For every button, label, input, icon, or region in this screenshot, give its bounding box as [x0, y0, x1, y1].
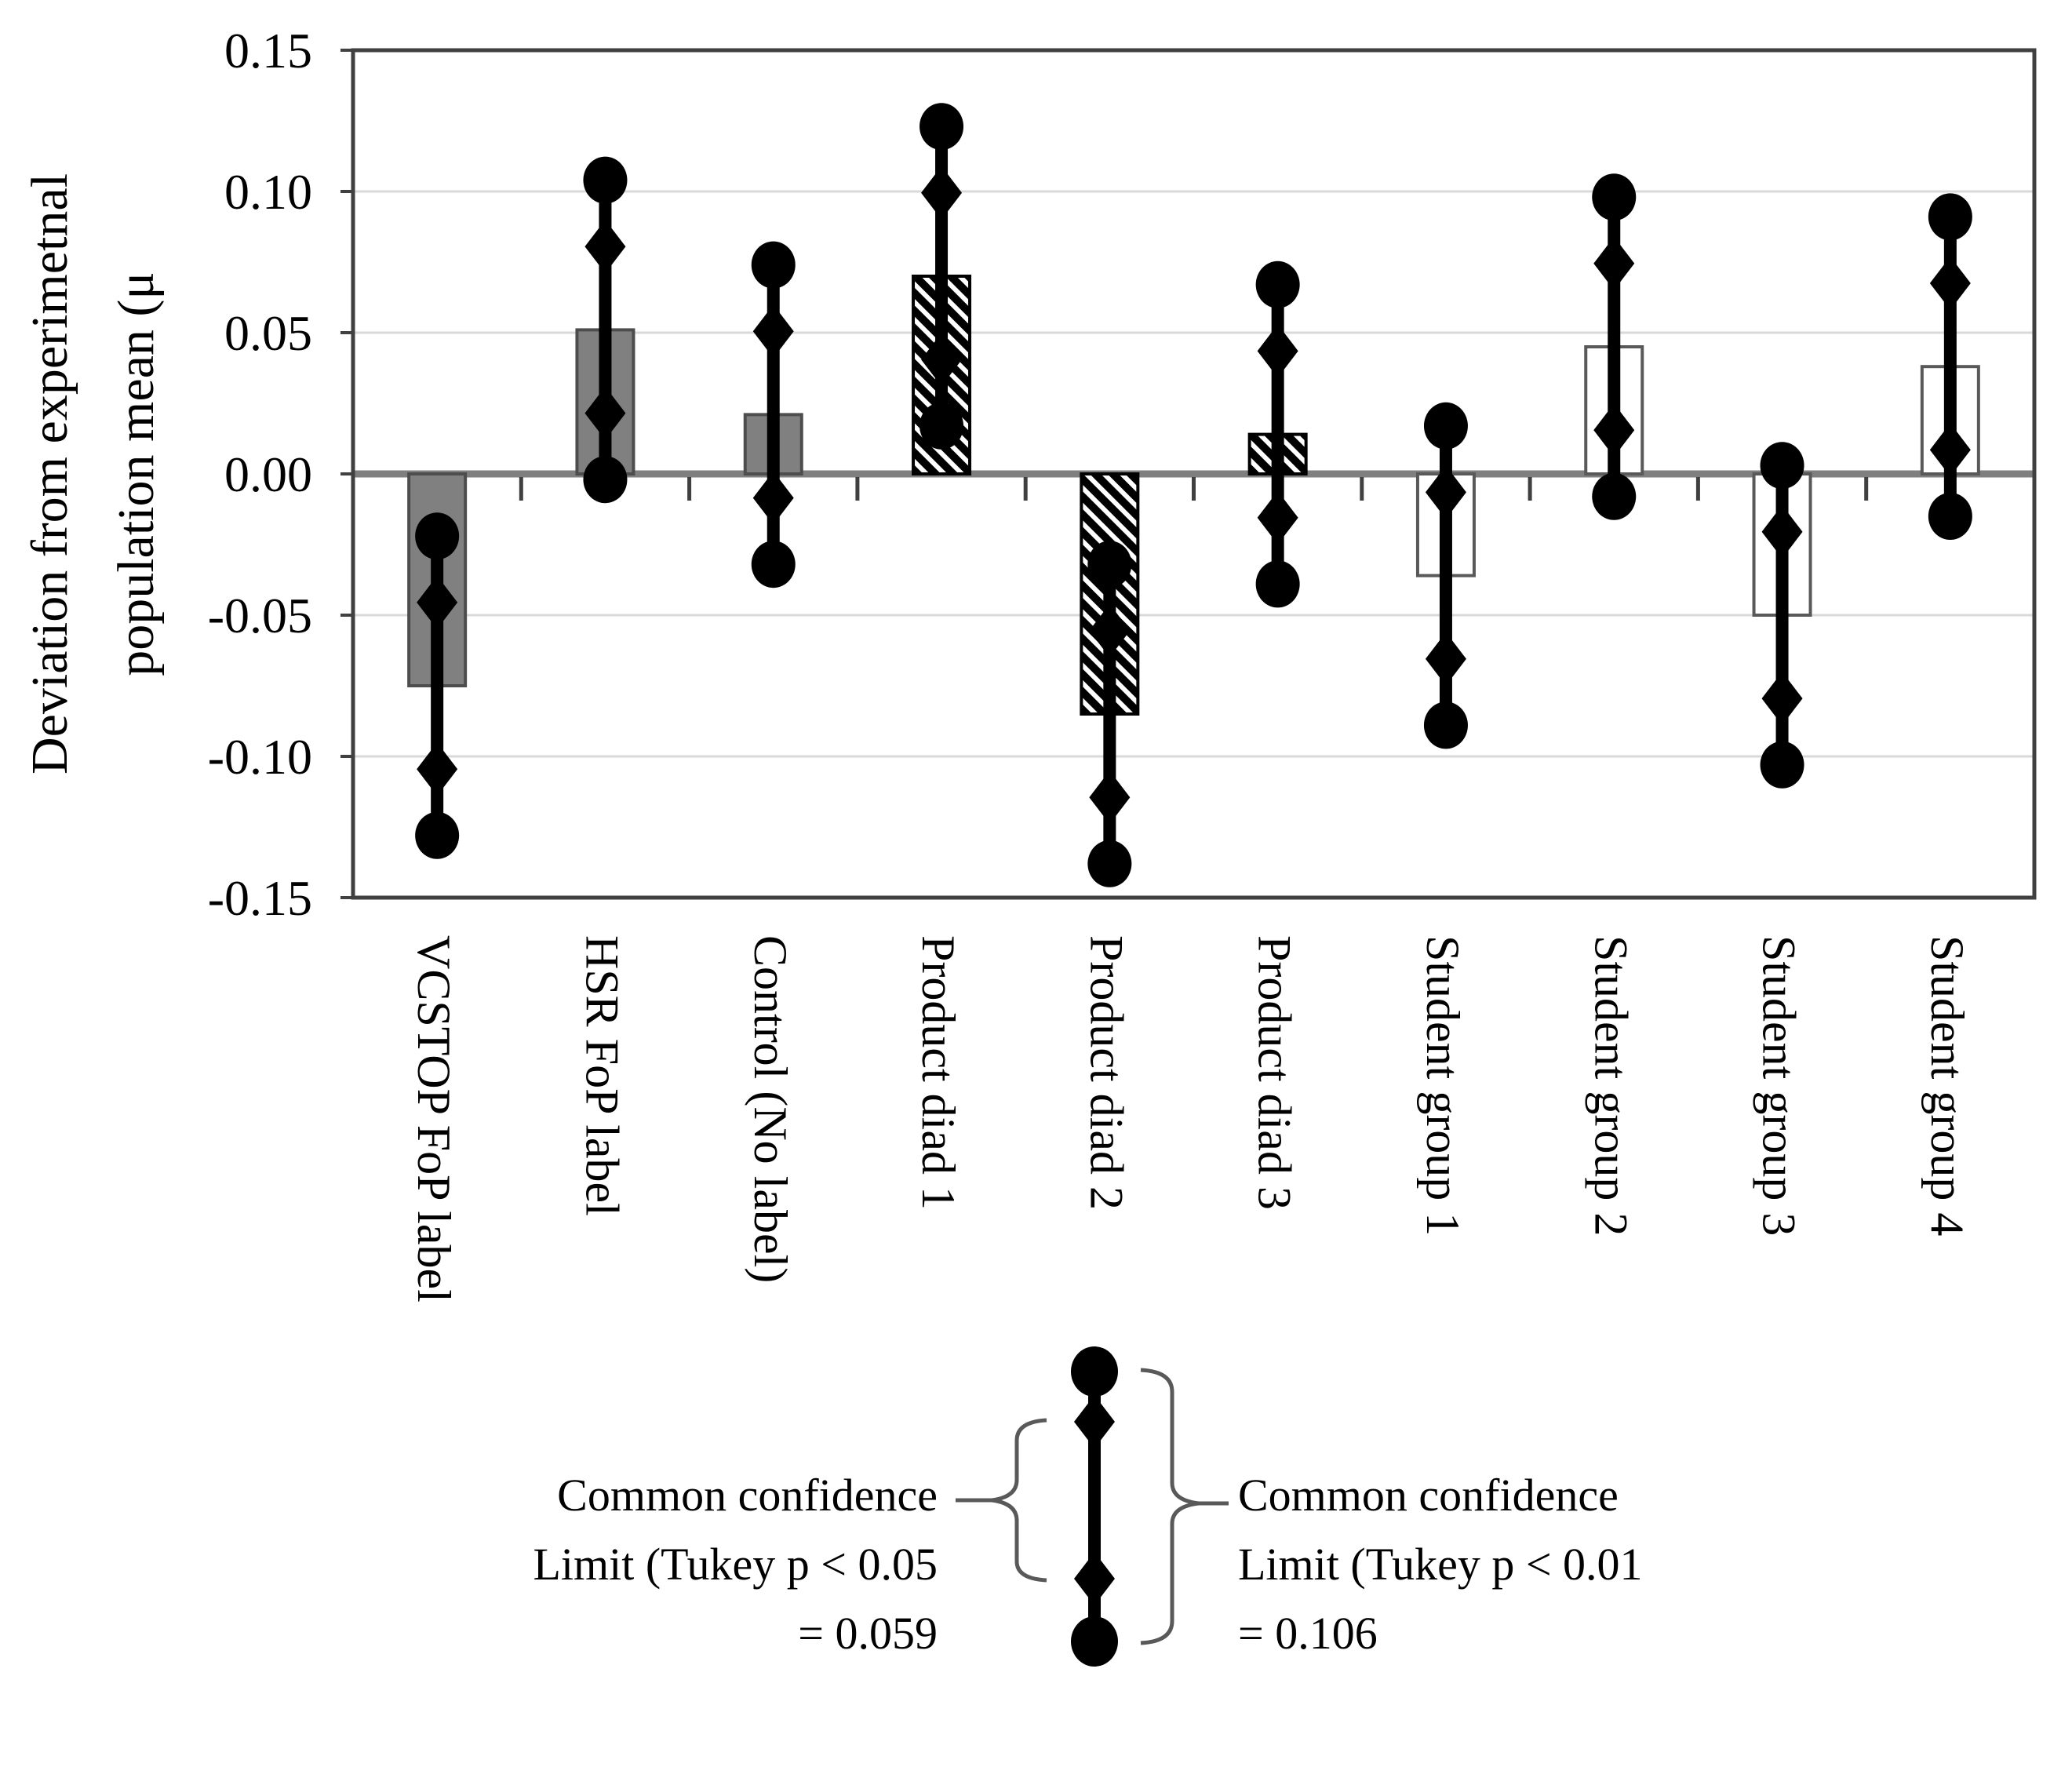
x-axis-label: VCSTOP FoP label [408, 935, 460, 1302]
confidence-diamond-lower [1761, 672, 1803, 726]
confidence-diamond-upper [584, 220, 626, 274]
legend-brace-p01 [1140, 1368, 1200, 1645]
legend-circle-top [1071, 1346, 1118, 1397]
confidence-circle-upper [751, 241, 796, 289]
confidence-circle-upper [583, 156, 628, 204]
error-bar-6 [1255, 260, 1300, 608]
error-bar-10 [1928, 193, 1972, 540]
x-axis-label: Student group 2 [1585, 935, 1637, 1236]
confidence-diamond-upper [921, 166, 963, 220]
legend-right-line-3: = 0.106 [1238, 1608, 1378, 1659]
confidence-circle-upper [1592, 173, 1637, 221]
confidence-circle-upper [1928, 193, 1972, 241]
confidence-circle-lower [1760, 741, 1804, 789]
confidence-circle-upper [1087, 541, 1132, 588]
confidence-diamond-lower [1929, 423, 1971, 477]
confidence-diamond-upper [417, 575, 458, 629]
confidence-circle-lower [1592, 472, 1637, 520]
y-axis-tick-label: 0.10 [224, 164, 312, 220]
y-axis-title-line-1: Deviation from experimetnal [21, 173, 78, 774]
y-axis-tick-label: 0.05 [224, 305, 312, 361]
y-axis-title-line-2: population mean (μ [107, 271, 165, 676]
error-bar-1 [415, 512, 460, 859]
confidence-diamond-lower [921, 333, 963, 387]
confidence-circle-lower [1087, 840, 1132, 887]
confidence-circle-upper [1255, 260, 1300, 308]
confidence-circle-lower [751, 541, 796, 588]
confidence-diamond-upper [752, 304, 794, 359]
legend-symbol [956, 1346, 1229, 1667]
x-axis-label: Product diad 3 [1249, 935, 1301, 1210]
x-axis-label: Student group 3 [1753, 935, 1805, 1236]
confidence-diamond-lower [752, 471, 794, 525]
confidence-diamond-lower [417, 742, 458, 796]
confidence-circle-upper [919, 103, 964, 151]
confidence-circle-lower [1423, 701, 1468, 749]
confidence-circle-lower [1928, 493, 1972, 540]
legend-left-label: Common confidence Limit (Tukey p < 0.05 … [533, 1461, 938, 1668]
error-bar-5 [1087, 541, 1132, 887]
confidence-circle-lower [583, 456, 628, 504]
x-axis-label: Student group 4 [1921, 935, 1973, 1236]
legend-left-line-3: = 0.059 [798, 1608, 938, 1659]
confidence-diamond-upper [1929, 257, 1971, 310]
legend-left-line-2: Limit (Tukey p < 0.05 [533, 1539, 938, 1590]
error-bar-9 [1760, 442, 1804, 789]
y-axis-tick-label: 0.00 [224, 446, 312, 502]
legend-right-line-1: Common confidence [1238, 1470, 1619, 1521]
confidence-diamond-lower [1425, 632, 1466, 686]
x-axis-label: Control (No label) [745, 935, 796, 1283]
confidence-diamond-lower [1593, 403, 1635, 457]
confidence-circle-upper [1423, 402, 1468, 450]
confidence-diamond-upper [1089, 603, 1131, 658]
legend-diamond-bottom [1074, 1552, 1115, 1605]
error-bar-2 [583, 156, 628, 504]
error-bar-4 [919, 103, 964, 450]
x-axis-label: HSR FoP label [576, 935, 628, 1216]
y-axis-tick-label: 0.15 [224, 23, 312, 78]
confidence-circle-upper [415, 512, 460, 560]
confidence-diamond-upper [1593, 236, 1635, 290]
confidence-circle-lower [919, 402, 964, 450]
confidence-circle-lower [415, 811, 460, 859]
x-axis-label: Product diad 2 [1080, 935, 1132, 1210]
legend-right-label: Common confidence Limit (Tukey p < 0.01 … [1238, 1461, 1643, 1668]
confidence-diamond-lower [1089, 771, 1131, 825]
legend-right-line-2: Limit (Tukey p < 0.01 [1238, 1539, 1643, 1590]
error-bar-7 [1423, 402, 1468, 749]
y-axis-tick-label: -0.10 [208, 729, 312, 785]
confidence-diamond-upper [1761, 505, 1803, 559]
confidence-diamond-upper [1257, 324, 1298, 378]
y-axis-tick-label: -0.15 [208, 870, 312, 926]
confidence-diamond-upper [1425, 465, 1466, 519]
error-bar-3 [751, 241, 796, 588]
confidence-diamond-lower [584, 386, 626, 440]
y-axis-tick-label: -0.05 [208, 588, 312, 643]
error-bar-8 [1592, 173, 1637, 520]
legend-diamond-top [1074, 1395, 1115, 1448]
x-axis-label: Product diad 1 [912, 935, 964, 1210]
legend-brace-p05 [991, 1418, 1047, 1583]
legend-left-line-1: Common confidence [557, 1470, 938, 1521]
confidence-circle-lower [1255, 560, 1300, 608]
confidence-diamond-lower [1257, 490, 1298, 545]
confidence-circle-upper [1760, 442, 1804, 490]
x-axis-label: Student group 1 [1417, 935, 1469, 1236]
legend-circle-bottom [1071, 1616, 1118, 1667]
